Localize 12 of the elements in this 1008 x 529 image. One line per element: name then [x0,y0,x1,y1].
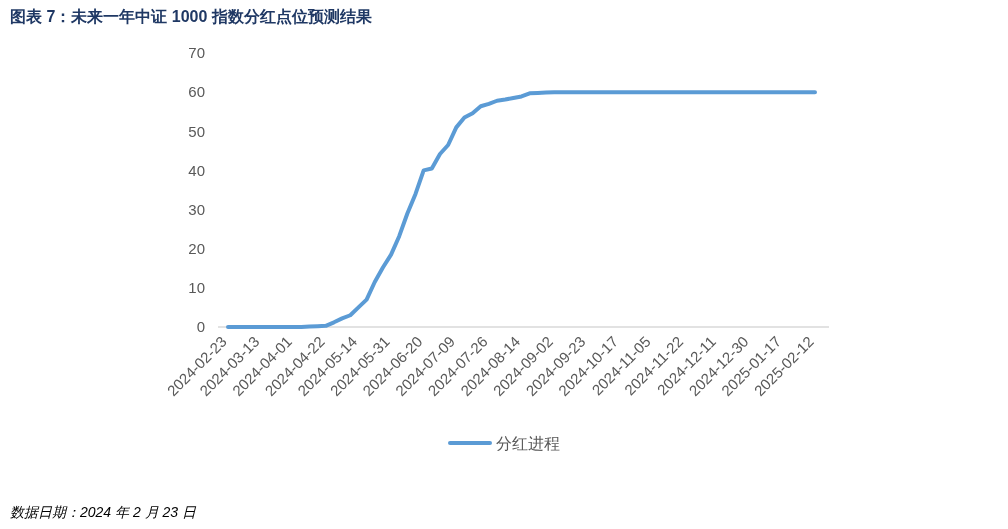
y-tick-label: 50 [188,122,205,140]
y-tick-label: 0 [196,318,205,336]
y-tick-label: 40 [188,161,205,179]
legend-label: 分红进程 [496,434,560,452]
y-tick-label: 10 [188,279,205,297]
text: 数据日期：2024 年 2 月 23 日 [10,504,197,520]
chart-title: 图表 7：未来一年中证 1000 指数分红点位预测结果 [10,8,373,26]
y-tick-label: 20 [188,239,205,257]
y-tick-label: 70 [188,44,205,62]
y-tick-label: 30 [188,200,205,218]
line-series [226,90,817,329]
y-tick-label: 60 [188,83,205,101]
